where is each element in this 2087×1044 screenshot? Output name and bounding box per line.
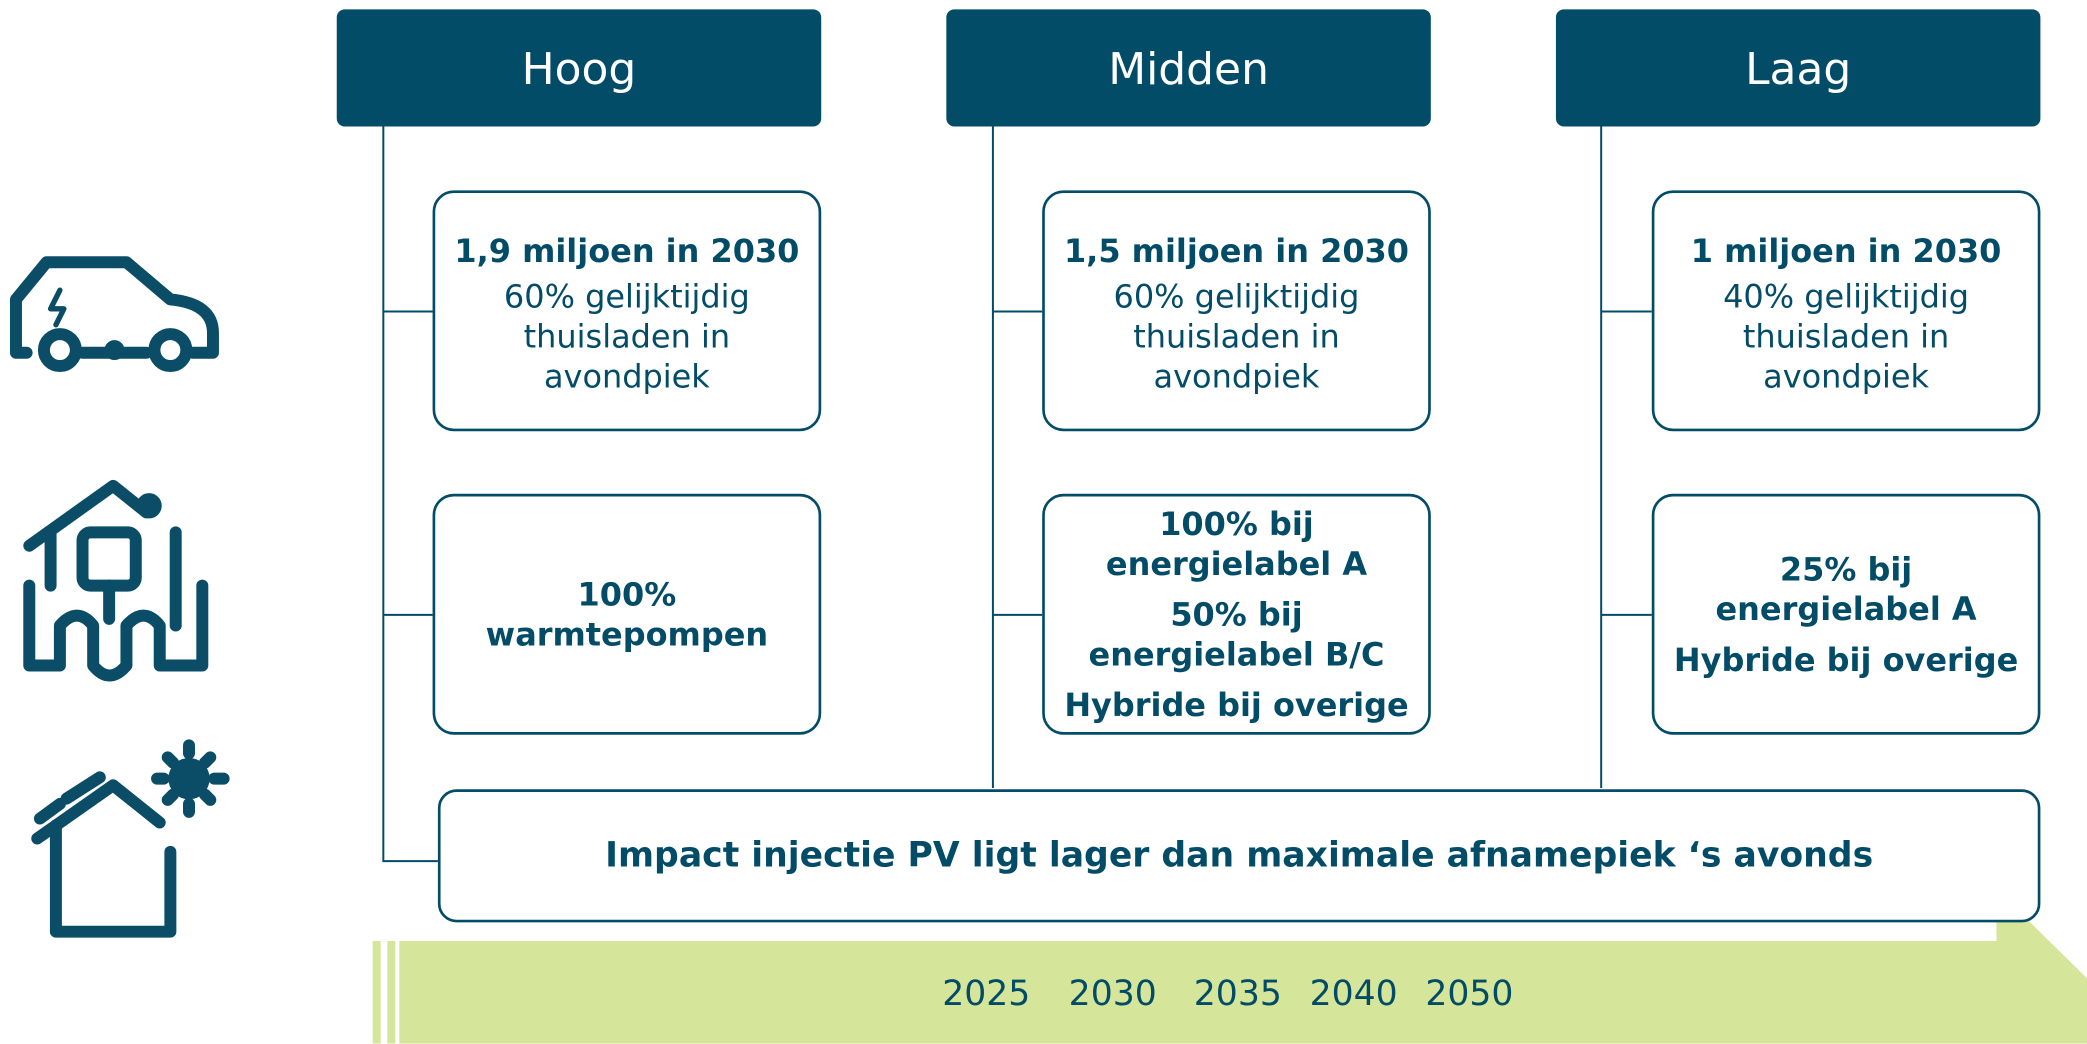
ev-line: thuisladen in avondpiek xyxy=(1133,317,1340,395)
ev-line: 40% gelijktijdig xyxy=(1723,277,1970,315)
icons xyxy=(9,256,230,938)
column-header: Hoog xyxy=(336,9,822,127)
year-label: 2025 xyxy=(942,974,1031,1015)
ev-box: 1,9 miljoen in 2030 60% gelijktijdig thuis… xyxy=(432,190,822,432)
heat-box: 100% warmtepompen xyxy=(432,493,822,735)
ev-line: thuisladen in avondpiek xyxy=(523,317,731,395)
ev-title: 1 miljoen in 2030 xyxy=(1690,232,2002,270)
heat-line: 25% bij energielabel A xyxy=(1715,550,1977,628)
ev-box: 1,5 miljoen in 2030 60% gelijktijdig thuis… xyxy=(1042,190,1431,432)
ev-line: 60% gelijktijdig xyxy=(503,277,750,315)
pv-banner: Impact injectie PV ligt lager dan maxima… xyxy=(437,789,2041,923)
heat-box: 100% bij energielabel A 50% bij energiela… xyxy=(1042,493,1431,735)
connectors xyxy=(382,126,1652,863)
heat-box: 25% bij energielabel A Hybride bij overig… xyxy=(1651,493,2041,735)
column-header: Midden xyxy=(946,9,1431,127)
column-header: Laag xyxy=(1555,9,2041,127)
stripe xyxy=(372,941,381,1044)
heat-line: 50% bij energielabel B/C xyxy=(1088,595,1385,673)
ev-box: 1 miljoen in 2030 40% gelijktijdig thuisla… xyxy=(1651,190,2041,432)
heat-line: Hybride bij overige xyxy=(1064,686,1409,724)
ev-title: 1,9 miljoen in 2030 xyxy=(454,232,800,270)
stripe xyxy=(387,941,396,1044)
heat-line: Hybride bij overige xyxy=(1673,640,2019,679)
heat-line: 100% bij energielabel A xyxy=(1105,505,1368,583)
ev-line: thuisladen in avondpiek xyxy=(1742,317,1950,395)
ev-title: 1,5 miljoen in 2030 xyxy=(1063,232,1409,270)
ev-line: 60% gelijktijdig xyxy=(1113,277,1360,315)
heat-line: 100% warmtepompen xyxy=(485,575,769,653)
year-label: 2035 xyxy=(1193,974,1282,1015)
year-label: 2040 xyxy=(1309,974,1398,1015)
year-label: 2050 xyxy=(1425,974,1514,1015)
year-label: 2030 xyxy=(1068,974,1157,1015)
timeline-arrow xyxy=(399,889,2087,1044)
